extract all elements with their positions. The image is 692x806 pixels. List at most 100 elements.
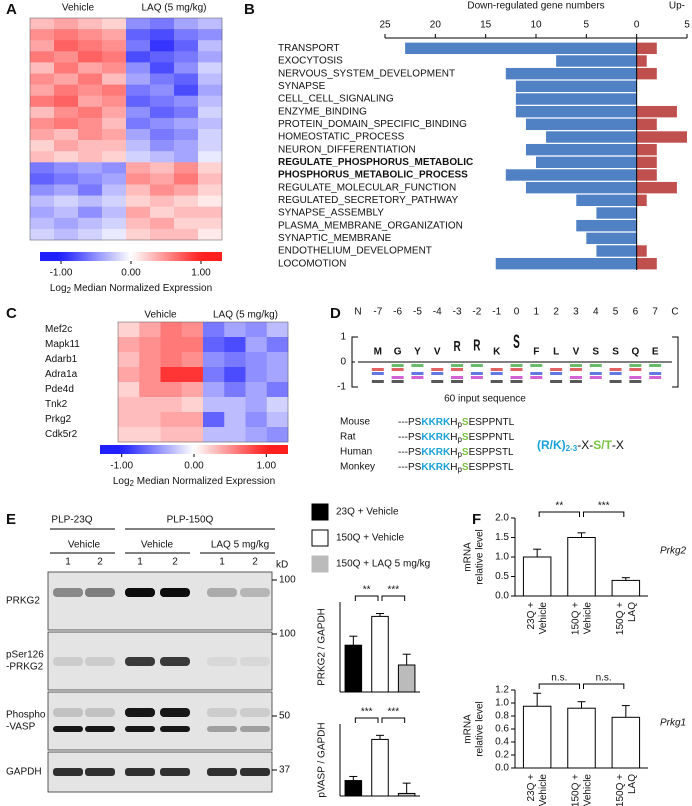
logo-minor xyxy=(550,368,563,371)
heatmap-cell xyxy=(139,427,161,443)
seq-part: H xyxy=(450,432,457,443)
heatmap-cell xyxy=(30,140,55,152)
blot-row-label: Phospho xyxy=(6,710,46,721)
logo-position: -1 xyxy=(492,307,501,318)
heatmap-cell xyxy=(160,397,183,413)
category-line: LAQ xyxy=(626,602,637,622)
heatmap-cell xyxy=(30,18,55,30)
bar-up xyxy=(636,131,687,143)
row-label: Mapk11 xyxy=(45,339,80,350)
x-tick-label: 10 xyxy=(530,20,542,31)
heatmap-cell xyxy=(198,106,223,119)
significance-bracket xyxy=(538,511,580,517)
bar-down xyxy=(505,67,637,80)
heatmap-cell xyxy=(198,217,223,230)
heatmap-cell xyxy=(150,117,175,130)
heatmap-cell xyxy=(266,337,289,353)
heatmap-cell xyxy=(150,40,175,52)
heatmap-cell xyxy=(198,51,223,63)
logo-minor xyxy=(569,376,582,379)
seq-part: ---PS xyxy=(398,447,422,458)
category-label: 150Q +Vehicle xyxy=(570,774,593,806)
category-label: CELL_CELL_SIGNALING xyxy=(278,94,394,105)
heatmap-cell xyxy=(30,195,55,207)
logo-minor xyxy=(391,380,404,383)
row-label: Tnk2 xyxy=(45,399,68,410)
y-tick-label: 0.5 xyxy=(495,571,509,582)
group-label: LAQ (5 mg/kg) xyxy=(213,310,278,321)
label-part: Median Normalized Expression xyxy=(134,476,275,487)
bar-down xyxy=(536,156,637,169)
logo-letter: G xyxy=(394,347,402,358)
blot-band xyxy=(85,768,115,776)
logo-minor xyxy=(589,376,602,379)
blot-band xyxy=(207,768,237,776)
lane-label: 2 xyxy=(97,557,103,568)
logo-minor xyxy=(411,376,424,379)
label-part: Median Normalized Expression xyxy=(71,283,212,294)
heatmap-cell xyxy=(126,140,151,152)
heatmap-cell xyxy=(54,84,79,96)
logo-minor xyxy=(550,380,563,383)
heatmap-cell xyxy=(118,412,140,428)
heatmap-cell xyxy=(118,322,140,338)
category-label: REGULATE_MOLECULAR_FUNCTION xyxy=(278,182,456,193)
heatmap-cell xyxy=(78,228,103,241)
sequence: ---PSKKRKHpSESPPSTL xyxy=(398,462,514,474)
row-label: Prkg2 xyxy=(45,414,72,425)
logo-position: -7 xyxy=(373,307,382,318)
heatmap-cell xyxy=(30,40,55,52)
heatmap-cell xyxy=(78,173,103,185)
heatmap-cell xyxy=(174,195,199,207)
bar xyxy=(397,792,416,797)
heatmap-cell xyxy=(126,106,151,119)
logo-minor xyxy=(451,376,464,379)
heatmap-cell xyxy=(78,51,103,63)
seq-part: H xyxy=(450,417,457,428)
logo-minor xyxy=(629,380,642,383)
heatmap-cell xyxy=(102,73,127,85)
heatmap-cell xyxy=(78,129,103,141)
heatmap-cell xyxy=(54,140,79,152)
heatmap-cell xyxy=(78,40,103,52)
heatmap-cell xyxy=(150,206,175,219)
heatmap-cell xyxy=(181,382,204,398)
bar-down xyxy=(405,42,637,55)
heatmap-cell xyxy=(150,29,175,41)
legend-swatch xyxy=(311,503,329,521)
heatmap-cell xyxy=(30,129,55,141)
label-subscript: 2 xyxy=(130,479,135,488)
heatmap-cell xyxy=(102,40,127,52)
label-part: Log xyxy=(50,283,67,294)
category-line: 23Q + xyxy=(526,602,537,630)
heatmap-cell xyxy=(118,427,140,443)
bar xyxy=(371,615,389,693)
bar xyxy=(611,716,641,769)
logo-minor xyxy=(609,380,622,383)
legend-swatch xyxy=(311,555,329,573)
heatmap-cell xyxy=(198,84,223,96)
logo-position: -4 xyxy=(433,307,442,318)
bar xyxy=(344,780,363,797)
heatmap-cell xyxy=(245,322,268,338)
unit-label: kD xyxy=(276,560,288,571)
heatmap-cell xyxy=(78,29,103,41)
heatmap-cell xyxy=(30,51,55,63)
heatmap-cell xyxy=(102,162,127,174)
heatmap-cell xyxy=(54,29,79,41)
row-label: Cdk5r2 xyxy=(45,429,78,440)
logo-minor xyxy=(451,380,464,383)
group-label: LAQ (5 mg/kg) xyxy=(141,3,206,14)
category-label: LOCOMOTION xyxy=(278,258,346,269)
bar xyxy=(567,537,596,597)
lane-label: 2 xyxy=(252,557,258,568)
blot-band xyxy=(125,657,155,666)
significance-bracket xyxy=(583,683,625,689)
heatmap-cell xyxy=(181,397,204,413)
legend-label: 23Q + Vehicle xyxy=(336,507,399,518)
error-bar xyxy=(376,734,384,740)
heatmap-cell xyxy=(102,117,127,130)
blot-band xyxy=(207,588,237,597)
heatmap-cell xyxy=(245,427,268,443)
